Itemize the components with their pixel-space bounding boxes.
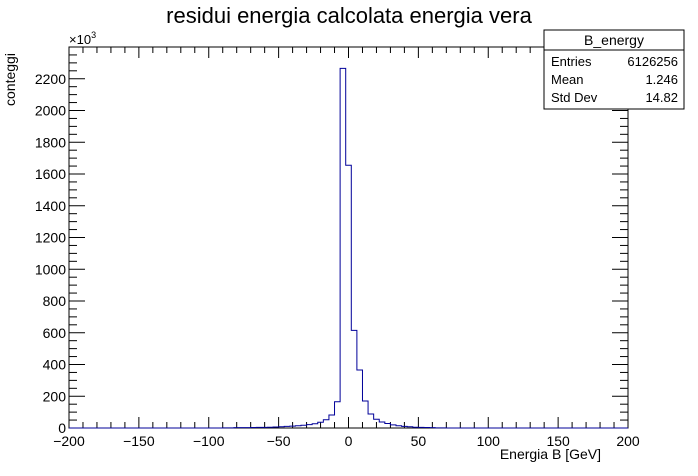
y-tick-label: 1600 (35, 166, 66, 182)
histogram-bin (390, 425, 396, 428)
x-tick-label: 0 (345, 433, 353, 449)
y-tick-label: 0 (58, 420, 66, 436)
chart-title: residui energia calcolata energia vera (166, 3, 532, 28)
histogram-bin (301, 425, 307, 428)
histogram-bin (357, 370, 363, 428)
stats-value-stddev: 14.82 (645, 90, 678, 105)
histogram-bin (379, 422, 385, 428)
x-axis-ticks: −200 −150 −100 −50 0 50 100 150 200 (53, 47, 640, 449)
histogram-bin (368, 414, 374, 428)
y-tick-label: 2000 (35, 103, 66, 119)
stats-box-title: B_energy (584, 32, 644, 48)
histogram-bin (318, 422, 324, 428)
histogram-bin (362, 401, 368, 428)
y-tick-label: 1000 (35, 261, 66, 277)
histogram-bin (284, 426, 290, 428)
histogram-bin (413, 427, 419, 428)
histogram-bars (69, 67, 628, 429)
y-tick-label: 1400 (35, 198, 66, 214)
histogram-bin (256, 427, 262, 428)
histogram-outline (69, 67, 628, 429)
stats-box: B_energy Entries 6126256 Mean 1.246 Std … (543, 29, 685, 110)
x-tick-label: −150 (123, 433, 155, 449)
x-axis-label: Energia B [GeV] (500, 446, 601, 462)
histogram-bin (340, 68, 346, 428)
x-tick-label: −100 (193, 433, 225, 449)
histogram-bin (273, 427, 279, 428)
y-tick-label: 600 (43, 325, 67, 341)
x-tick-label: 50 (411, 433, 427, 449)
histogram-bin (262, 427, 268, 428)
stats-label-stddev: Std Dev (551, 90, 598, 105)
histogram-bin (295, 426, 301, 428)
histogram-bin (418, 427, 424, 428)
stats-value-mean: 1.246 (645, 72, 678, 87)
stats-value-entries: 6126256 (627, 54, 678, 69)
histogram-bin (312, 424, 318, 428)
y-tick-label: 2200 (35, 71, 66, 87)
y-tick-label: 1200 (35, 230, 66, 246)
histogram-bin (323, 420, 329, 428)
histogram-bin (290, 426, 296, 428)
histogram-bin (396, 426, 402, 428)
histogram-bin (374, 419, 380, 428)
histogram-bin (346, 165, 352, 428)
histogram-bin (335, 402, 341, 428)
x-tick-label: −50 (267, 433, 291, 449)
y-tick-label: 1800 (35, 134, 66, 150)
histogram-bin (329, 415, 335, 428)
y-multiplier: ×103 (69, 30, 96, 47)
y-tick-label: 200 (43, 388, 67, 404)
x-tick-label: 100 (477, 433, 501, 449)
stats-label-mean: Mean (551, 72, 584, 87)
histogram-bin (351, 330, 357, 428)
histogram-bin (402, 426, 408, 428)
stats-box-frame (543, 29, 685, 110)
y-axis-label: conteggi (2, 53, 18, 106)
x-tick-label: 200 (616, 433, 640, 449)
histogram-bin (279, 427, 285, 428)
x-tick-label: 150 (546, 433, 570, 449)
histogram-bin (307, 425, 313, 428)
y-tick-label: 400 (43, 357, 67, 373)
y-tick-label: 800 (43, 293, 67, 309)
stats-label-entries: Entries (551, 54, 592, 69)
histogram-bin (407, 427, 413, 428)
y-axis-ticks: 0 200 400 600 800 1000 1200 1400 1600 1800 2000 220… (35, 54, 628, 436)
x-tick-label: −200 (53, 433, 85, 449)
histogram-bin (385, 424, 391, 428)
histogram-bin (267, 427, 273, 428)
